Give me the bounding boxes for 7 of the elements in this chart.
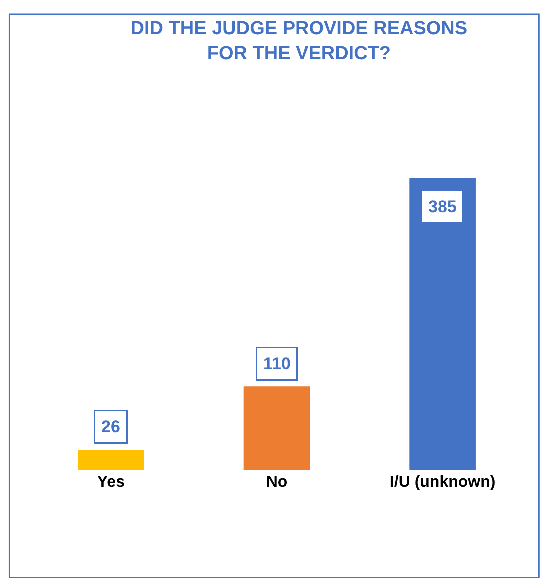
x-tick-label: No	[266, 474, 288, 491]
x-tick-label: Yes	[97, 474, 126, 491]
data-label: 110	[264, 354, 291, 374]
chart-title: DID THE JUDGE PROVIDE REASONS FOR THE VERDICT?	[130, 18, 468, 64]
data-label: 385	[428, 198, 457, 216]
data-label: 26	[102, 418, 120, 436]
x-tick-label: I/U (unknown)	[390, 474, 496, 491]
